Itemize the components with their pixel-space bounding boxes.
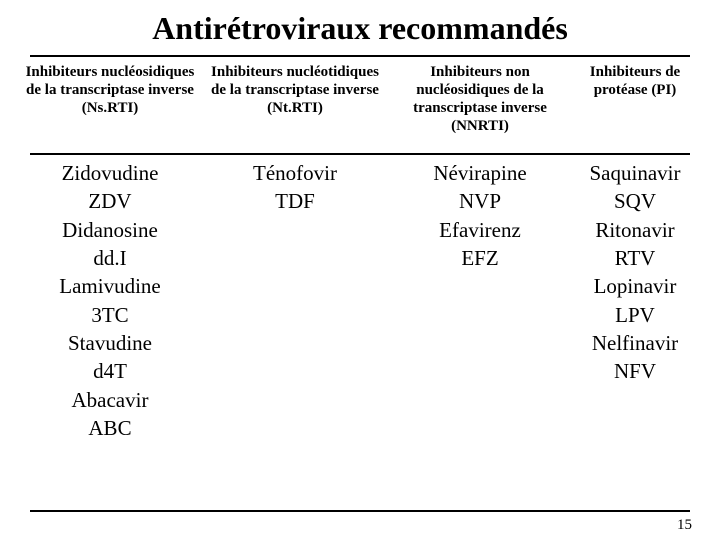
item-list: NévirapineNVPEfavirenzEFZ bbox=[433, 155, 526, 272]
drug-item: ZDV bbox=[88, 187, 131, 215]
drug-item: Didanosine bbox=[62, 216, 158, 244]
item-list: TénofovirTDF bbox=[253, 155, 337, 216]
drug-item: SQV bbox=[614, 187, 656, 215]
drug-item: Nelfinavir bbox=[592, 329, 678, 357]
drug-item: 3TC bbox=[91, 301, 128, 329]
column-pi: Inhibiteurs de protéase (PI) bbox=[570, 59, 700, 151]
page-number: 15 bbox=[677, 517, 692, 534]
column-nnrti: Inhibiteurs non nucléosidiques de la tra… bbox=[390, 59, 570, 151]
drug-table: Inhibiteurs nucléosidiques de la transcr… bbox=[0, 59, 720, 151]
drug-item: NFV bbox=[614, 357, 656, 385]
drug-item: Lamivudine bbox=[59, 272, 160, 300]
drug-item: Ritonavir bbox=[595, 216, 674, 244]
column-header: Inhibiteurs nucléosidiques de la transcr… bbox=[20, 59, 200, 151]
item-list: ZidovudineZDVDidanosinedd.ILamivudine3TC… bbox=[59, 155, 160, 442]
column-nnrti-body: NévirapineNVPEfavirenzEFZ bbox=[390, 155, 570, 442]
drug-item: NVP bbox=[459, 187, 501, 215]
drug-item: Efavirenz bbox=[439, 216, 521, 244]
column-pi-body: SaquinavirSQVRitonavirRTVLopinavirLPVNel… bbox=[570, 155, 700, 442]
drug-item: LPV bbox=[615, 301, 655, 329]
drug-item: Lopinavir bbox=[594, 272, 677, 300]
column-nsrti-body: ZidovudineZDVDidanosinedd.ILamivudine3TC… bbox=[20, 155, 200, 442]
top-rule bbox=[30, 55, 690, 57]
column-ntrti-body: TénofovirTDF bbox=[200, 155, 390, 442]
column-ntrti: Inhibiteurs nucléotidiques de la transcr… bbox=[200, 59, 390, 151]
column-header: Inhibiteurs de protéase (PI) bbox=[570, 59, 700, 151]
drug-item: ABC bbox=[88, 414, 131, 442]
drug-item: Névirapine bbox=[433, 159, 526, 187]
page-title: Antirétroviraux recommandés bbox=[0, 0, 720, 53]
column-header: Inhibiteurs non nucléosidiques de la tra… bbox=[390, 59, 570, 151]
drug-item: RTV bbox=[615, 244, 656, 272]
drug-item: Zidovudine bbox=[62, 159, 159, 187]
drug-item: Abacavir bbox=[72, 386, 149, 414]
drug-item: Ténofovir bbox=[253, 159, 337, 187]
column-nsrti: Inhibiteurs nucléosidiques de la transcr… bbox=[20, 59, 200, 151]
drug-item: dd.I bbox=[93, 244, 126, 272]
column-header: Inhibiteurs nucléotidiques de la transcr… bbox=[200, 59, 390, 151]
drug-item: Saquinavir bbox=[590, 159, 681, 187]
bottom-rule bbox=[30, 510, 690, 512]
drug-item: EFZ bbox=[461, 244, 498, 272]
drug-item: d4T bbox=[93, 357, 127, 385]
drug-table-body: ZidovudineZDVDidanosinedd.ILamivudine3TC… bbox=[0, 155, 720, 442]
drug-item: TDF bbox=[275, 187, 315, 215]
drug-item: Stavudine bbox=[68, 329, 152, 357]
item-list: SaquinavirSQVRitonavirRTVLopinavirLPVNel… bbox=[590, 155, 681, 386]
